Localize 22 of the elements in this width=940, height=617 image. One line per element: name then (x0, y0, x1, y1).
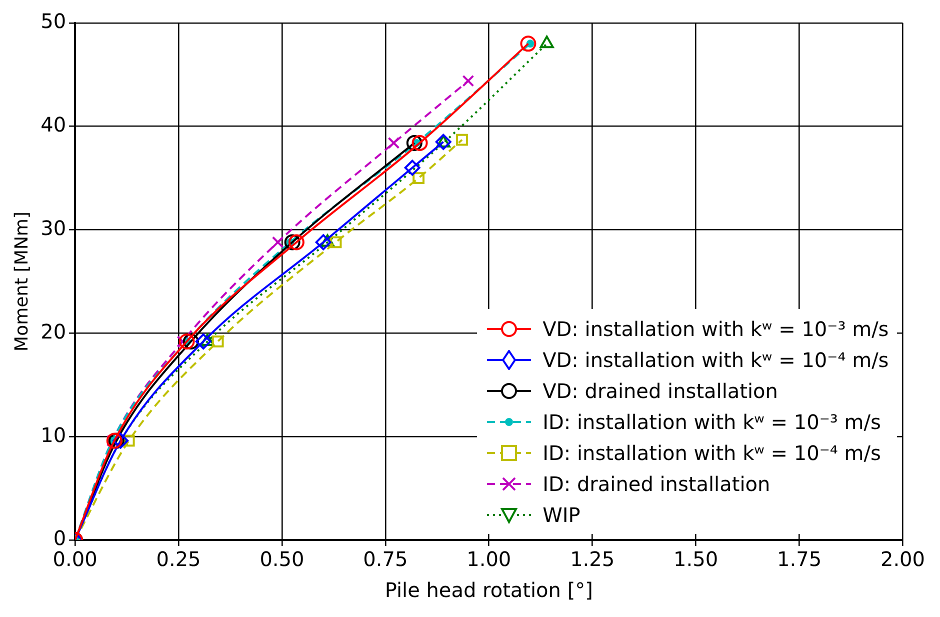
y-axis-title: Moment [MNm] (11, 212, 32, 352)
x-tick-label: 1.25 (570, 547, 615, 572)
legend-label: ID: installation with kʷ = 10⁻³ m/s (542, 410, 881, 434)
x-tick-label: 0.50 (260, 547, 304, 572)
y-tick-label: 30 (40, 216, 66, 240)
legend-label: VD: installation with kʷ = 10⁻⁴ m/s (542, 348, 889, 372)
legend-label: VD: drained installation (542, 378, 778, 402)
y-tick-label: 20 (40, 319, 66, 344)
x-tick-label: 1.50 (674, 547, 718, 572)
x-tick-label: 1.00 (466, 547, 512, 572)
x-axis-title: Pile head rotation [°] (384, 578, 593, 602)
legend-label: ID: installation with kʷ = 10⁻⁴ m/s (542, 440, 881, 464)
legend-label: ID: drained installation (542, 472, 770, 496)
y-tick-label: 40 (40, 112, 66, 137)
x-tick-label: 0.25 (156, 547, 201, 572)
y-tick-label: 50 (40, 9, 66, 34)
legend-label: WIP (542, 502, 580, 526)
legend-label: VD: installation with kʷ = 10⁻³ m/s (542, 316, 889, 340)
x-tick-label: 1.75 (777, 547, 822, 572)
x-tick-label: 0.75 (363, 547, 408, 572)
x-tick-label: 2.00 (880, 547, 925, 572)
y-tick-label: 10 (40, 422, 66, 447)
